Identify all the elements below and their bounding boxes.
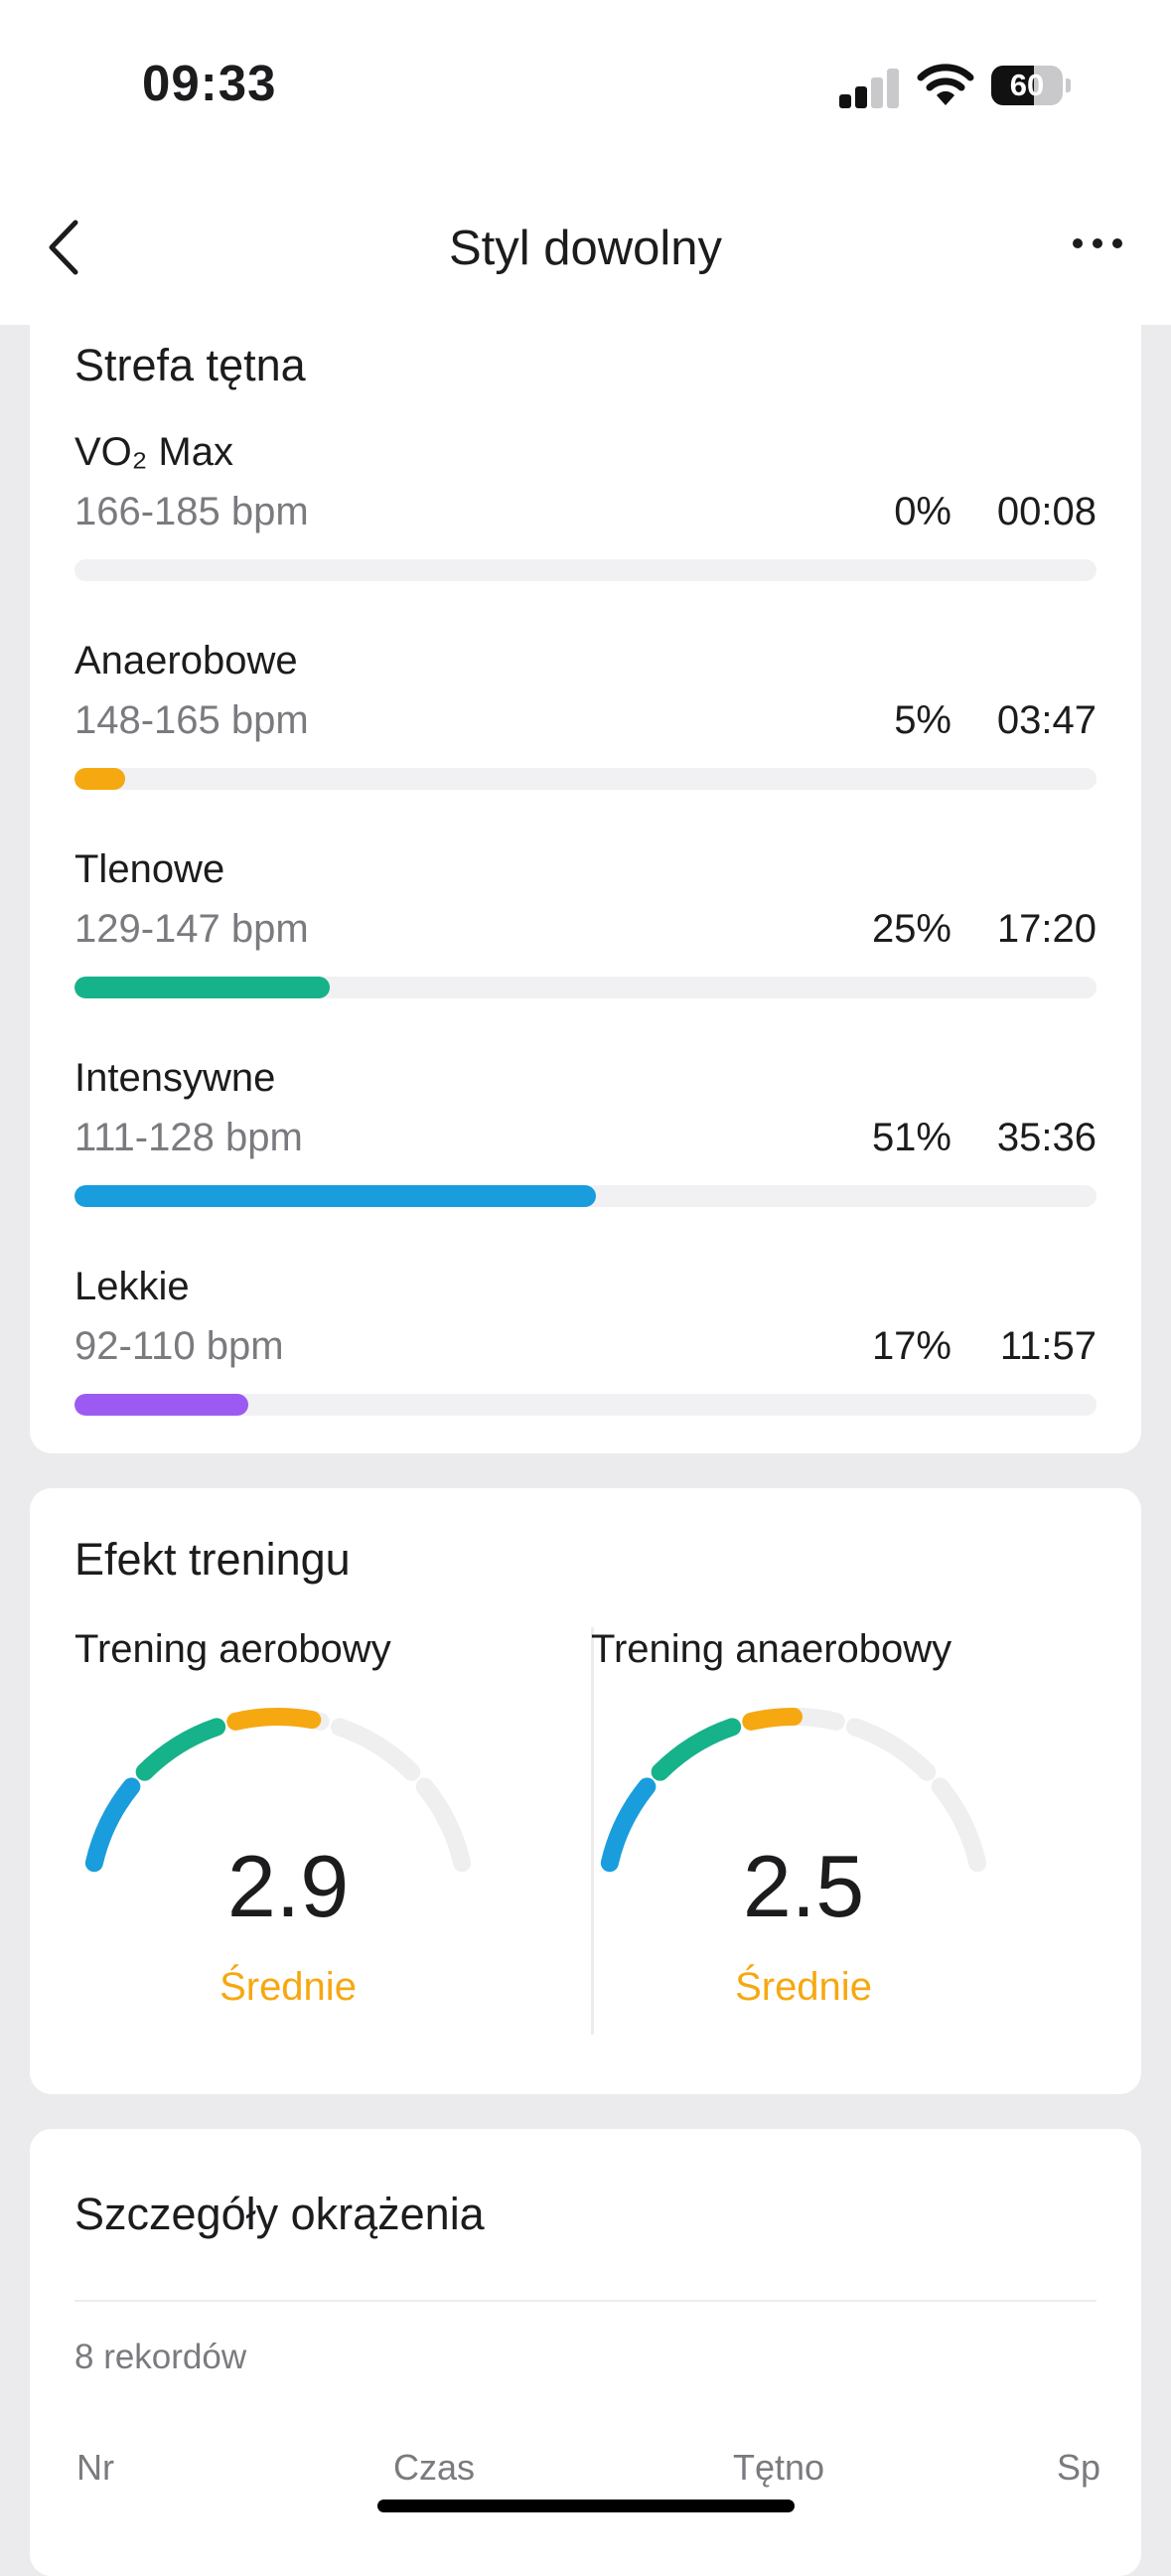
zone-range: 111-128 bpm [74, 1116, 303, 1159]
gauge-segment-fill [135, 1718, 226, 1781]
status-bar: 09:33 60 [0, 0, 1171, 169]
gauge-segment-track [415, 1777, 472, 1873]
ellipsis-icon[interactable] [1068, 228, 1127, 258]
zone-name: Lekkie [74, 1265, 190, 1308]
cellular-signal-icon [839, 67, 899, 108]
aerobic-gauge [84, 1708, 472, 1873]
page-title: Styl dowolny [448, 222, 723, 275]
zone-name: Tlenowe [74, 847, 225, 891]
gauge-segment-fill [226, 1708, 322, 1731]
zone-name: VO₂ Max [74, 430, 233, 474]
gauge-segment-fill [742, 1708, 803, 1731]
anaerobic-level: Średnie [735, 1965, 872, 2009]
battery-level: 60 [1009, 68, 1045, 102]
zone-percent: 25% [871, 907, 951, 951]
zone-progress-bar [74, 1185, 1097, 1207]
zone-progress-bar [74, 1394, 1097, 1416]
zone-name: Intensywne [74, 1056, 276, 1100]
records-count: 8 rekordów [74, 2338, 247, 2376]
zone-range: 92-110 bpm [74, 1324, 284, 1368]
zone-range: 129-147 bpm [74, 907, 309, 951]
zone-progress-bar [74, 768, 1097, 790]
zone-duration: 35:36 [996, 1116, 1097, 1159]
section-title: Szczegóły okrążenia [74, 2189, 485, 2239]
gauge-segment-fill [651, 1718, 742, 1781]
column-header-nr[interactable]: Nr [76, 2447, 114, 2488]
column-header-sp[interactable]: Sp [1057, 2447, 1101, 2488]
section-title: Strefa tętna [74, 340, 306, 390]
zone-duration: 11:57 [999, 1324, 1097, 1368]
zone-progress-bar [74, 977, 1097, 998]
zone-percent: 5% [894, 698, 951, 742]
divider [591, 1627, 594, 2035]
zone-percent: 17% [871, 1324, 951, 1368]
aerobic-label: Trening aerobowy [74, 1627, 391, 1671]
home-indicator[interactable] [377, 2500, 795, 2512]
zone-range: 166-185 bpm [74, 490, 309, 533]
wifi-icon [917, 64, 974, 105]
zone-row-intensywne: Intensywne 111-128 bpm 51% 35:36 [74, 1056, 1097, 1245]
anaerobic-value: 2.5 [742, 1837, 865, 1935]
battery-icon: 60 [991, 66, 1071, 105]
column-header-czas[interactable]: Czas [393, 2447, 476, 2488]
zone-percent: 0% [894, 490, 951, 533]
aerobic-effect: Trening aerobowy 2.9 Średnie [30, 1627, 556, 2025]
zone-row-anaerobowe: Anaerobowe 148-165 bpm 5% 03:47 [74, 639, 1097, 828]
gauge-segment-track [330, 1718, 421, 1781]
gauge-segment-track [845, 1718, 937, 1781]
chevron-left-icon[interactable] [44, 217, 83, 278]
zone-row-tlenowe: Tlenowe 129-147 bpm 25% 17:20 [74, 847, 1097, 1036]
zone-range: 148-165 bpm [74, 698, 309, 742]
anaerobic-effect: Trening anaerobowy 2.5 Średnie [590, 1627, 1116, 2025]
anaerobic-label: Trening anaerobowy [591, 1627, 952, 1671]
zone-percent: 51% [871, 1116, 951, 1159]
gauge-segment-fill [84, 1777, 141, 1873]
column-header-tetno[interactable]: Tętno [733, 2447, 825, 2488]
zone-duration: 03:47 [996, 698, 1097, 742]
divider [74, 2300, 1097, 2302]
aerobic-value: 2.9 [226, 1837, 350, 1935]
zone-name: Anaerobowe [74, 639, 298, 682]
zone-duration: 00:08 [996, 490, 1097, 533]
clock: 09:33 [142, 55, 277, 111]
gauge-segment-fill [600, 1777, 657, 1873]
zone-row-lekkie: Lekkie 92-110 bpm 17% 11:57 [74, 1265, 1097, 1453]
zone-progress-bar [74, 559, 1097, 581]
training-effect-card: Efekt treningu Trening aerobowy 2.9 Śred… [30, 1488, 1141, 2094]
aerobic-level: Średnie [220, 1965, 357, 2009]
section-title: Efekt treningu [74, 1534, 351, 1585]
heart-rate-zones-card: Strefa tętna VO₂ Max 166-185 bpm 0% 00:0… [30, 298, 1141, 1453]
zone-duration: 17:20 [996, 907, 1097, 951]
anaerobic-gauge [600, 1708, 987, 1873]
gauge-segment-track [931, 1777, 987, 1873]
zone-row-vo2max: VO₂ Max 166-185 bpm 0% 00:08 [74, 430, 1097, 619]
